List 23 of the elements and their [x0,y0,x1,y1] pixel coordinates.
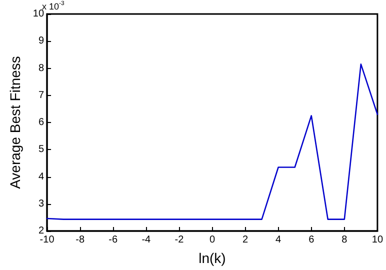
x-tick-label: 8 [342,234,348,246]
y-tick-label: 9 [38,36,44,47]
x-tick-label: -8 [76,234,85,246]
x-tick-label: -10 [40,234,55,246]
x-tick-label: -4 [142,234,152,246]
line-series [46,64,378,220]
y-axis-title: Average Best Fitness [7,56,23,189]
x-tick-label: 4 [276,234,282,246]
x-axis-title: ln(k) [198,250,226,266]
x-tick-label: 6 [308,234,315,246]
y-tick-label: 2 [38,226,44,236]
y-tick-label: 5 [38,144,44,156]
y-tick-label: 10 [32,8,44,20]
x-tick-label: 2 [242,234,248,246]
y-tick-label: 6 [38,117,44,128]
x-tick-label: 0 [209,234,216,246]
x-tick-label: -6 [108,234,118,246]
y-tick-label: 8 [38,62,44,74]
y-tick-label: 3 [38,198,44,210]
y-tick-label: 4 [38,171,44,182]
y-tick-label: 7 [38,90,44,101]
x-tick-label: 10 [372,234,384,246]
x-tick-label: -2 [174,234,184,246]
